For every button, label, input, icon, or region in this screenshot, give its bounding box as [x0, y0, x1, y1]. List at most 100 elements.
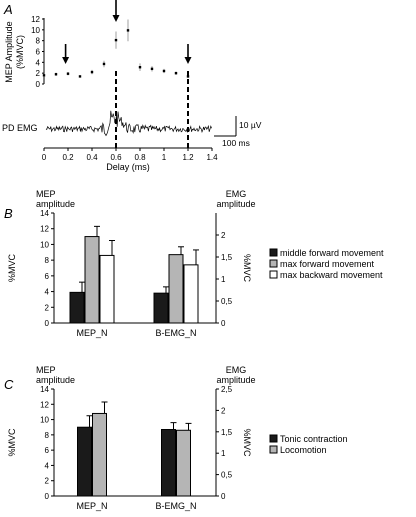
panel-b-y-tick-label-left: 0 — [45, 319, 50, 328]
panel-a-mep-point — [114, 38, 118, 42]
panel-a-x-tick-label: 0.2 — [62, 153, 74, 162]
panel-a-arrow-2 — [112, 0, 120, 22]
panel-b-title-left-2: amplitude — [36, 199, 75, 209]
panel-a-x-tick-label: 0 — [42, 153, 47, 162]
panel-c-bar — [176, 429, 191, 497]
panel-c-y-tick-label-left: 8 — [45, 431, 50, 440]
panel-a-y-tick-label: 4 — [36, 58, 41, 67]
panel-b-y-tick-label-left: 2 — [45, 303, 50, 312]
panel-c-bar — [77, 426, 92, 497]
panel-c-title-left-2: amplitude — [36, 375, 75, 385]
panel-c-y-tick-label-left: 12 — [40, 400, 49, 409]
panel-c-y-tick-label-left: 10 — [40, 416, 49, 425]
panel-b-y-tick-label-left: 10 — [40, 240, 49, 249]
panel-a-mep-point — [126, 29, 130, 32]
panel-a-y-label: MEP Amplitude — [4, 21, 14, 82]
panel-c-legend-swatch — [269, 434, 278, 443]
panel-b-y-tick-label-right: 0 — [221, 319, 226, 328]
panel-c-y-tick-label-left: 2 — [45, 477, 50, 486]
panel-a-x-tick-label: 1.4 — [206, 153, 218, 162]
panel-a-scale-bar-horizontal-label: 100 ms — [222, 138, 250, 148]
panel-b-letter: B — [4, 206, 13, 221]
panel-c-title-right-2: amplitude — [216, 375, 255, 385]
panel-b-y-label-right: %MVC — [242, 254, 252, 283]
panel-c-bar — [92, 412, 107, 497]
panel-b-bar — [168, 254, 184, 324]
panel-a-arrow-1-head — [62, 57, 70, 64]
panel-a-x-tick-label: 1.2 — [182, 153, 194, 162]
panel-b-y-tick-label-left: 12 — [40, 225, 49, 234]
panel-a-emg-label: PD EMG — [2, 123, 38, 133]
panel-a-x-tick-label: 0.6 — [110, 153, 122, 162]
panel-a-mep-point — [138, 66, 142, 69]
panel-b-x-category-label: MEP_N — [76, 328, 107, 338]
panel-c-title-right: EMG — [226, 365, 247, 375]
panel-a-mep-point — [54, 73, 58, 76]
panel-c-y-tick-label-right: 1,5 — [221, 428, 233, 437]
panel-a-mep-point — [174, 71, 178, 75]
panel-b-legend-swatch — [269, 270, 278, 279]
panel-a-arrow-2-head — [112, 15, 120, 22]
panel-a-mep-point — [90, 70, 94, 74]
panel-c-title-left: MEP — [36, 365, 56, 375]
panel-c-x-category-label: MEP_N — [76, 501, 107, 511]
panel-c-y-tick-label-left: 0 — [45, 492, 50, 501]
panel-b-legend-swatch — [269, 248, 278, 257]
panel-b-bar — [84, 236, 100, 324]
panel-a-y-tick-label: 8 — [36, 37, 41, 46]
panel-a-mep-point — [162, 69, 166, 73]
panel-b-y-tick-label-right: 0,5 — [221, 297, 233, 306]
panel-c-y-tick-label-right: 0 — [221, 492, 226, 501]
panel-a-mep-point — [66, 72, 70, 75]
panel-a-mep-point — [186, 75, 190, 78]
panel-b-title-right-2: amplitude — [216, 199, 255, 209]
panel-b-y-tick-label-left: 14 — [40, 209, 49, 218]
panel-a-y-tick-label: 6 — [36, 48, 41, 57]
panel-c-legend-label: Locomotion — [280, 445, 327, 455]
panel-c-legend-label: Tonic contraction — [280, 434, 348, 444]
panel-a-y-tick-label: 10 — [31, 26, 40, 35]
panel-b-legend-label: max backward movement — [280, 270, 383, 280]
panel-c-y-tick-label-left: 4 — [45, 461, 50, 470]
panel-b-y-tick-label-left: 8 — [45, 256, 50, 265]
panel-c-y-label-left: %MVC — [7, 428, 17, 457]
panel-a-scale-bar-vertical-label: 10 µV — [239, 120, 262, 130]
panel-a-y-tick-label: 2 — [36, 69, 41, 78]
panel-b-legend-label: max forward movement — [280, 259, 375, 269]
panel-b-x-category-label: B-EMG_N — [155, 328, 196, 338]
panel-c-y-label-right: %MVC — [242, 428, 252, 457]
panel-a-mep-point — [102, 62, 106, 66]
panel-b-y-tick-label-right: 1,5 — [221, 253, 233, 262]
panel-a-x-label: Delay (ms) — [106, 162, 150, 172]
panel-a-y-tick-label: 0 — [36, 80, 41, 89]
panel-b-bar — [69, 291, 85, 324]
panel-a-x-tick-label: 0.4 — [86, 153, 98, 162]
panel-b-bar — [99, 254, 115, 324]
panel-c-x-category-label: B-EMG_N — [155, 501, 196, 511]
panel-c-y-tick-label-left: 6 — [45, 446, 50, 455]
panel-a-mep-point — [150, 67, 154, 71]
panel-a-arrow-1 — [62, 44, 70, 64]
panel-b-y-label-left: %MVC — [7, 254, 17, 283]
panel-b-y-tick-label-left: 4 — [45, 288, 50, 297]
panel-a-x-tick-label: 1 — [162, 153, 167, 162]
panel-b-legend-swatch — [269, 259, 278, 268]
panel-c-y-tick-label-right: 1 — [221, 449, 226, 458]
panel-a-mep-point — [42, 74, 46, 77]
panel-c-letter: C — [4, 377, 14, 392]
panel-a-emg-trace — [45, 110, 212, 137]
panel-c-y-tick-label-right: 2 — [221, 406, 226, 415]
panel-c-y-tick-label-right: 2,5 — [221, 385, 233, 394]
panel-b-y-tick-label-right: 1 — [221, 275, 226, 284]
panel-a-mep-point — [78, 75, 82, 78]
panel-c-legend-swatch — [269, 445, 278, 454]
panel-b-y-tick-label-left: 6 — [45, 272, 50, 281]
panel-a-y-label-unit: (%MVC) — [15, 35, 25, 69]
panel-b-bar — [183, 264, 199, 324]
panel-a-x-tick-label: 0.8 — [134, 153, 146, 162]
panel-c-y-tick-label-left: 14 — [40, 385, 49, 394]
panel-b-bar — [153, 292, 169, 324]
panel-c-bar — [161, 429, 176, 497]
